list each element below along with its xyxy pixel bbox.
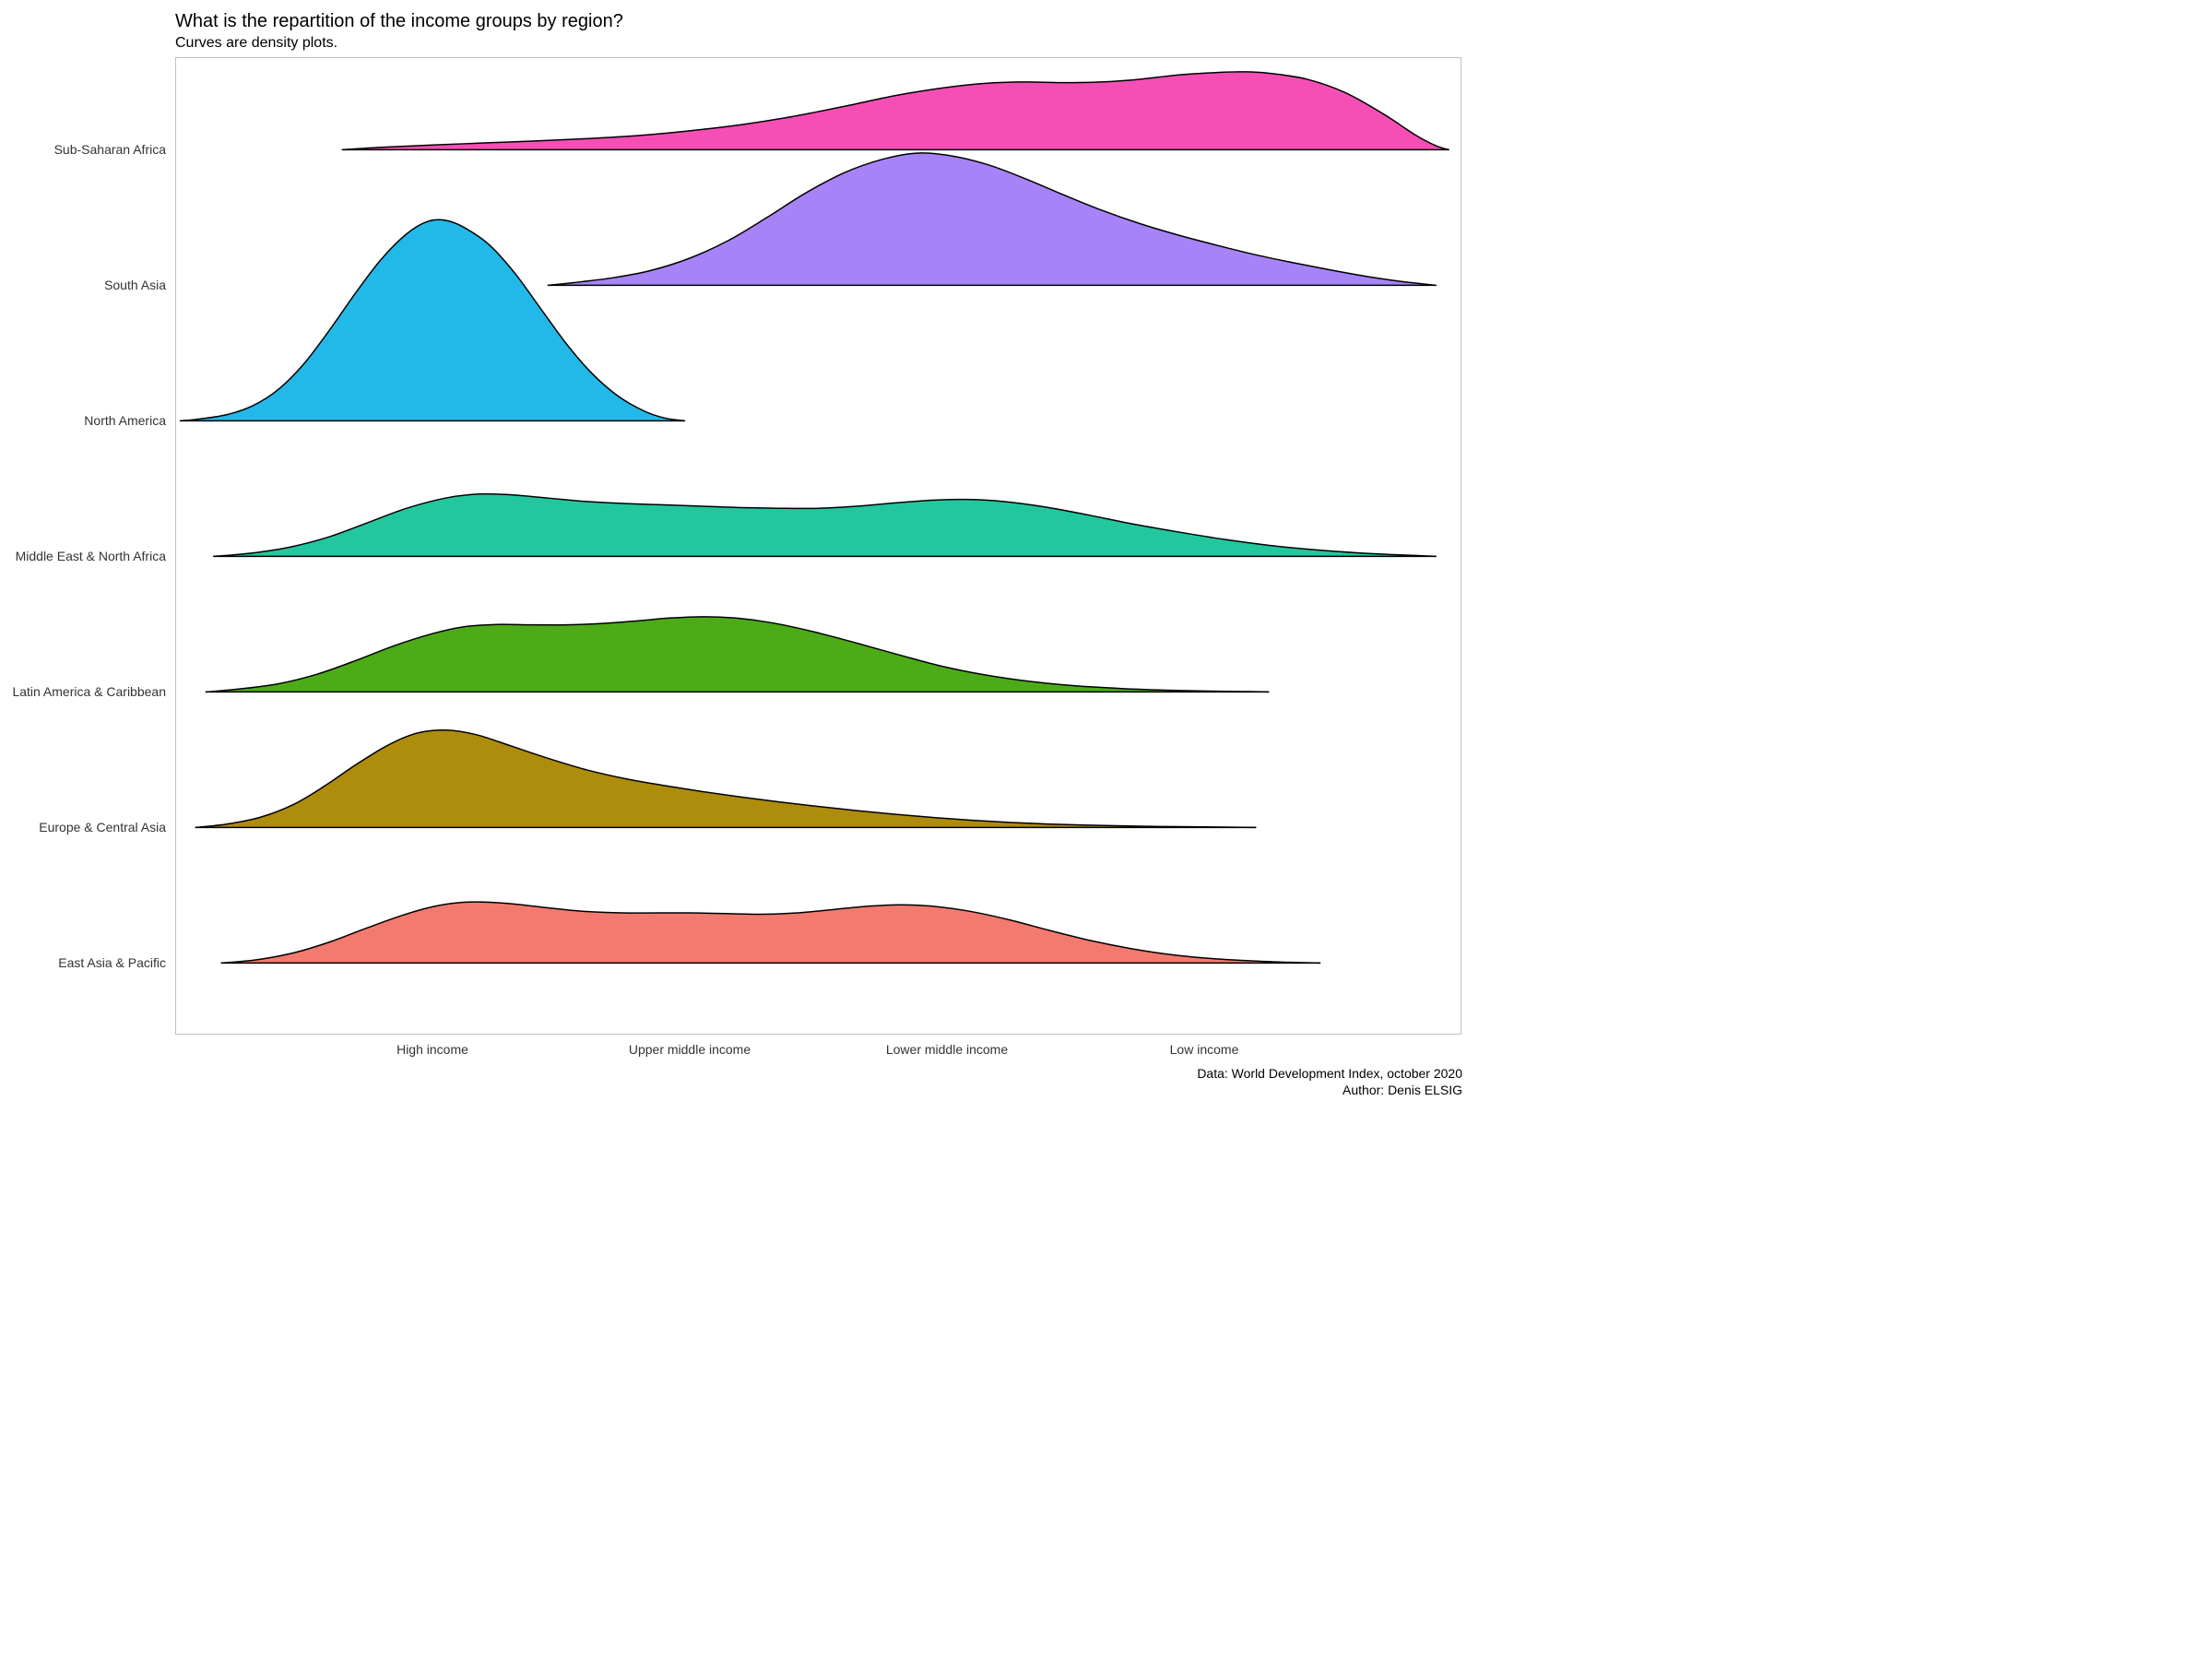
- x-label-1: Upper middle income: [629, 1042, 751, 1057]
- y-label-1: South Asia: [0, 278, 166, 292]
- chart-container: What is the repartition of the income gr…: [0, 0, 1475, 1105]
- x-label-2: Lower middle income: [886, 1042, 1008, 1057]
- y-label-3: Middle East & North Africa: [0, 549, 166, 563]
- chart-caption-2: Author: Denis ELSIG: [1343, 1083, 1462, 1097]
- y-label-6: East Asia & Pacific: [0, 955, 166, 970]
- y-label-5: Europe & Central Asia: [0, 820, 166, 834]
- y-label-4: Latin America & Caribbean: [0, 684, 166, 699]
- x-label-0: High income: [396, 1042, 468, 1057]
- y-label-0: Sub-Saharan Africa: [0, 142, 166, 157]
- y-label-2: North America: [0, 413, 166, 428]
- chart-caption-1: Data: World Development Index, october 2…: [1197, 1066, 1462, 1081]
- ridge-6: [175, 665, 1461, 966]
- x-label-3: Low income: [1170, 1042, 1239, 1057]
